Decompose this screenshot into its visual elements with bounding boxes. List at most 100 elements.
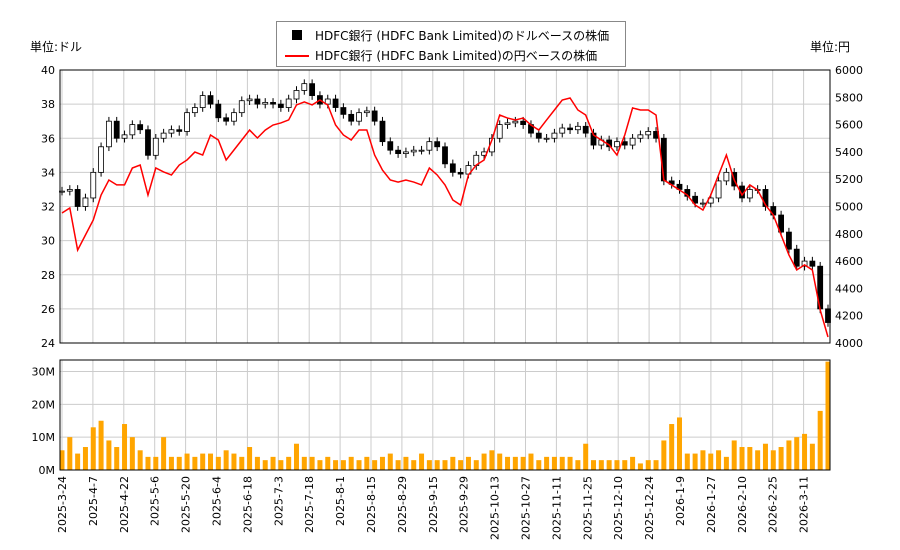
candle (535, 132, 542, 139)
candle (403, 151, 409, 155)
volume-bar (661, 440, 667, 470)
volume-bar (512, 456, 518, 470)
volume-bar (317, 460, 323, 470)
candle (348, 113, 355, 122)
left-tick-label: 28 (41, 269, 55, 282)
candle (762, 189, 769, 207)
legend-label: HDFC銀行 (HDFC Bank Limited)のドルベースの株価 (315, 29, 610, 43)
candle (723, 171, 730, 182)
candle (496, 124, 503, 139)
volume-bar (825, 361, 831, 470)
candle (582, 125, 589, 134)
candle (340, 107, 347, 115)
volume-bar (176, 456, 182, 470)
right-tick-label: 4400 (835, 282, 863, 295)
x-tick-label: 2025-5-20 (180, 476, 193, 533)
volume-bar (497, 453, 503, 470)
right-tick-label: 4000 (835, 337, 863, 350)
candle (105, 120, 112, 148)
x-tick-label: 2025-4-7 (87, 476, 100, 526)
candle (793, 248, 800, 267)
candle (254, 98, 261, 105)
right-tick-label: 5600 (835, 119, 863, 132)
volume-bar (723, 456, 729, 470)
volume-bar (168, 456, 174, 470)
volume-bar (692, 453, 698, 470)
volume-bar (637, 463, 643, 470)
candle (426, 141, 433, 151)
candle (395, 149, 402, 155)
volume-bar (458, 460, 464, 470)
volume-bar (356, 460, 362, 470)
volume-bar (645, 460, 651, 470)
candle (809, 260, 816, 267)
volume-bar (192, 456, 198, 470)
volume-bar (114, 447, 120, 470)
volume-tick-label: 30M (32, 365, 56, 378)
candle (637, 134, 644, 139)
volume-bar (364, 456, 370, 470)
candle (387, 141, 394, 151)
left-tick-label: 26 (41, 303, 55, 316)
candle (629, 137, 636, 146)
volume-bar (75, 453, 81, 470)
candle (137, 124, 144, 131)
volume-bar (333, 460, 339, 470)
volume-bar (262, 460, 268, 470)
candle (215, 103, 222, 119)
x-tick-label: 2026-2-25 (767, 476, 780, 533)
volume-bar (395, 460, 401, 470)
volume-bar (802, 433, 808, 470)
volume-bar (567, 456, 573, 470)
right-tick-label: 5200 (835, 173, 863, 186)
candle (614, 141, 620, 148)
volume-bar (700, 450, 706, 470)
volume-bar (708, 453, 714, 470)
candle (700, 202, 706, 205)
volume-bar (770, 450, 776, 470)
x-tick-label: 2025-4-22 (118, 476, 131, 533)
x-tick-label: 2025-12-24 (643, 476, 656, 540)
volume-bar (387, 453, 393, 470)
candle (559, 127, 566, 134)
candle (129, 124, 136, 136)
volume-bar (231, 453, 237, 470)
candle (160, 132, 167, 139)
volume-bar (239, 456, 245, 470)
volume-bar (794, 437, 800, 470)
volume-bar (208, 453, 214, 470)
volume-bar (739, 447, 745, 470)
x-tick-label: 2025-6-4 (211, 476, 224, 526)
x-tick-label: 2026-2-10 (736, 476, 749, 533)
left-tick-label: 34 (41, 166, 55, 179)
left-tick-label: 30 (41, 235, 55, 248)
x-tick-label: 2025-5-6 (149, 476, 162, 526)
x-tick-label: 2026-1-27 (705, 476, 718, 533)
x-tick-label: 2025-10-27 (520, 476, 533, 540)
right-tick-label: 4600 (835, 255, 863, 268)
x-tick-label: 2026-1-9 (674, 476, 687, 526)
volume-bar (528, 453, 534, 470)
jpy-price-line (61, 97, 829, 338)
volume-bar (98, 420, 104, 470)
volume-bar (340, 460, 346, 470)
volume-bar (59, 450, 65, 470)
candle (715, 180, 722, 199)
candle (168, 129, 175, 134)
candle (176, 129, 183, 132)
volume-plot-frame (59, 359, 831, 471)
x-tick-label: 2025-3-24 (56, 476, 69, 533)
volume-bar (583, 443, 589, 470)
x-tick-label: 2025-9-15 (427, 476, 440, 533)
volume-bar (559, 456, 565, 470)
volume-bar (684, 453, 690, 470)
volume-bar (520, 456, 526, 470)
volume-bar (419, 453, 425, 470)
candle (121, 134, 128, 139)
x-tick-label: 2025-8-1 (334, 476, 347, 526)
right-tick-label: 6000 (835, 64, 863, 77)
candle (504, 122, 511, 126)
candle (270, 102, 276, 105)
volume-bar (598, 460, 604, 470)
